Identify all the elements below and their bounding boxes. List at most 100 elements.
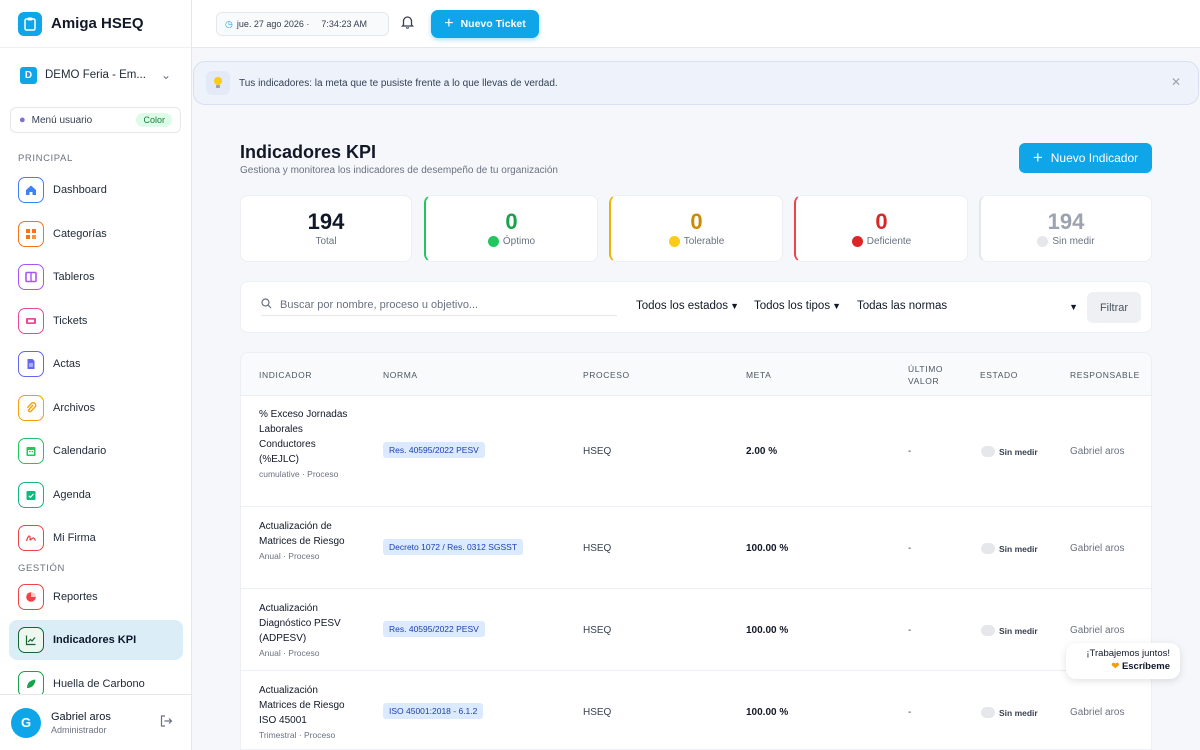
indicator-cell: Actualización Matrices de Riesgo ISO 450… bbox=[259, 683, 349, 740]
stat-card-deficiente[interactable]: 0 Deficiente bbox=[794, 195, 968, 262]
user-menu[interactable]: ● Menú usuario Color bbox=[10, 107, 181, 133]
leaf-icon bbox=[18, 671, 44, 697]
app-name: Amiga HSEQ bbox=[51, 15, 144, 32]
sidebar-item-label: Reportes bbox=[53, 591, 98, 603]
plus-icon: + bbox=[444, 15, 454, 32]
date-text: jue. 27 ago 2026 · bbox=[236, 19, 310, 29]
sidebar-item-label: Tickets bbox=[53, 315, 88, 327]
sidebar-item-categorias[interactable]: Categorías bbox=[9, 214, 183, 254]
brand[interactable]: Amiga HSEQ bbox=[0, 0, 191, 48]
status-dot bbox=[668, 236, 680, 247]
chevron-down-icon: ⌄ bbox=[160, 68, 171, 82]
sidebar-item-label: Calendario bbox=[53, 445, 107, 457]
sidebar-item-huella-de-carbono[interactable]: Huella de Carbono bbox=[9, 664, 183, 704]
sidebar-item-actas[interactable]: Actas bbox=[9, 344, 183, 384]
chat-widget[interactable]: ¡Trabajemos juntos! ❤ Escríbeme bbox=[1066, 643, 1180, 679]
stat-label-text: Óptimo bbox=[502, 236, 536, 247]
close-icon[interactable]: ✕ bbox=[1170, 75, 1181, 89]
new-indicator-button[interactable]: + Nuevo Indicador bbox=[1019, 143, 1152, 173]
indicator-cell: Actualización Diagnóstico PESV (ADPESV) … bbox=[259, 601, 349, 658]
state-text: Sin medir bbox=[999, 446, 1038, 457]
owner-cell: Gabriel aros bbox=[1070, 543, 1125, 554]
indicator-name[interactable]: Actualización Diagnóstico PESV (ADPESV) bbox=[259, 603, 341, 644]
section-principal: PRINCIPAL bbox=[18, 153, 73, 164]
stat-card-optimo[interactable]: 0 Óptimo bbox=[424, 195, 598, 262]
signature-icon bbox=[18, 525, 44, 551]
sidebar-item-archivos[interactable]: Archivos bbox=[9, 388, 183, 428]
pie-chart-icon bbox=[18, 584, 44, 610]
indicator-name[interactable]: % Exceso Jornadas Laborales Conductores … bbox=[259, 409, 348, 465]
indicator-cell: % Exceso Jornadas Laborales Conductores … bbox=[259, 407, 349, 479]
new-ticket-button[interactable]: + Nuevo Ticket bbox=[431, 10, 539, 38]
state-select-value: Todos los estados bbox=[636, 300, 729, 312]
column-header-goal[interactable]: META bbox=[746, 370, 772, 380]
sidebar-item-indicadores-kpi[interactable]: Indicadores KPI bbox=[9, 620, 183, 660]
indicator-name[interactable]: Actualización Matrices de Riesgo ISO 450… bbox=[259, 685, 345, 726]
sidebar-item-agenda[interactable]: Agenda bbox=[9, 475, 183, 515]
column-header-owner[interactable]: RESPONSABLE bbox=[1070, 370, 1140, 380]
chevron-down-icon: ▼ bbox=[730, 301, 739, 311]
paperclip-icon bbox=[18, 395, 44, 421]
norm-tag: ISO 45001:2018 - 6.1.2 bbox=[383, 703, 484, 719]
chat-line-2: ❤ Escríbeme bbox=[1076, 661, 1170, 672]
sidebar-item-tickets[interactable]: Tickets bbox=[9, 301, 183, 341]
last-value-cell: - bbox=[908, 707, 912, 718]
stat-value: 0 bbox=[505, 209, 518, 234]
table-row[interactable]: Actualización Diagnóstico PESV (ADPESV) … bbox=[241, 589, 1151, 671]
column-header-indicator[interactable]: INDICADOR bbox=[259, 370, 313, 380]
state-cell: Sin medir bbox=[981, 625, 1038, 636]
table-row[interactable]: Actualización Matrices de Riesgo ISO 450… bbox=[241, 671, 1151, 749]
new-ticket-label: Nuevo Ticket bbox=[460, 18, 526, 30]
stat-card-sin-medir[interactable]: 194 Sin medir bbox=[979, 195, 1152, 262]
sidebar-item-label: Tableros bbox=[53, 271, 95, 283]
filter-button[interactable]: Filtrar bbox=[1087, 292, 1141, 323]
banner-text: Tus indicadores: la meta que te pusiste … bbox=[239, 77, 558, 89]
stat-label: Óptimo bbox=[426, 236, 597, 247]
org-name: DEMO Feria - Em... bbox=[45, 69, 146, 81]
sidebar-item-label: Actas bbox=[53, 358, 81, 370]
stat-card-total[interactable]: 194 Total bbox=[240, 195, 412, 262]
sidebar-item-mi-firma[interactable]: Mi Firma bbox=[9, 518, 183, 558]
column-header-last-line1: ÚLTIMO bbox=[908, 364, 944, 374]
chevron-down-icon: ▼ bbox=[1069, 302, 1078, 312]
state-select[interactable]: Todos los estados ▼ bbox=[636, 300, 739, 312]
status-dot bbox=[487, 236, 499, 247]
last-value-cell: - bbox=[908, 543, 912, 554]
chevron-down-icon: ▼ bbox=[832, 301, 841, 311]
agenda-icon bbox=[18, 482, 44, 508]
sidebar-item-label: Huella de Carbono bbox=[53, 678, 145, 690]
indicator-meta: Anual · Proceso bbox=[259, 551, 320, 561]
sidebar-item-reportes[interactable]: Reportes bbox=[9, 577, 183, 617]
state-indicator bbox=[981, 446, 995, 457]
column-header-last-value[interactable]: ÚLTIMO VALOR bbox=[908, 364, 943, 386]
owner-cell: Gabriel aros bbox=[1070, 625, 1125, 636]
bell-icon[interactable] bbox=[400, 14, 415, 33]
stat-card-tolerable[interactable]: 0 Tolerable bbox=[609, 195, 783, 262]
search-input[interactable] bbox=[280, 298, 600, 311]
logout-icon[interactable] bbox=[159, 714, 173, 731]
color-badge: Color bbox=[136, 113, 172, 127]
page-title: Indicadores KPI bbox=[240, 142, 377, 162]
topbar: ◷ jue. 27 ago 2026 · 7:34:23 AM + Nuevo … bbox=[192, 0, 1200, 48]
sidebar-item-label: Agenda bbox=[53, 489, 91, 501]
sidebar-item-calendario[interactable]: Calendario bbox=[9, 431, 183, 471]
avatar[interactable]: G bbox=[11, 707, 41, 738]
sidebar-item-dashboard[interactable]: Dashboard bbox=[9, 170, 183, 210]
column-header-last-line2: VALOR bbox=[908, 376, 940, 386]
org-selector[interactable]: D DEMO Feria - Em... ⌄ bbox=[10, 60, 181, 90]
kpi-table: INDICADOR NORMA PROCESO META ÚLTIMO VALO… bbox=[240, 352, 1152, 750]
status-dot bbox=[851, 236, 863, 247]
table-row[interactable]: % Exceso Jornadas Laborales Conductores … bbox=[241, 396, 1151, 507]
search-box[interactable] bbox=[261, 294, 617, 316]
indicator-cell: Actualización de Matrices de Riesgo Anua… bbox=[259, 519, 349, 561]
indicator-name[interactable]: Actualización de Matrices de Riesgo bbox=[259, 521, 345, 547]
column-header-norm[interactable]: NORMA bbox=[383, 370, 418, 380]
palette-icon: ● bbox=[19, 114, 26, 126]
sidebar-item-tableros[interactable]: Tableros bbox=[9, 257, 183, 297]
column-header-process[interactable]: PROCESO bbox=[583, 370, 630, 380]
stat-label-text: Deficiente bbox=[866, 236, 912, 247]
norm-select[interactable]: Todas las normas ▼ bbox=[857, 300, 1078, 312]
table-row[interactable]: Actualización de Matrices de Riesgo Anua… bbox=[241, 507, 1151, 589]
type-select[interactable]: Todos los tipos ▼ bbox=[754, 300, 841, 312]
column-header-state[interactable]: ESTADO bbox=[980, 370, 1018, 380]
